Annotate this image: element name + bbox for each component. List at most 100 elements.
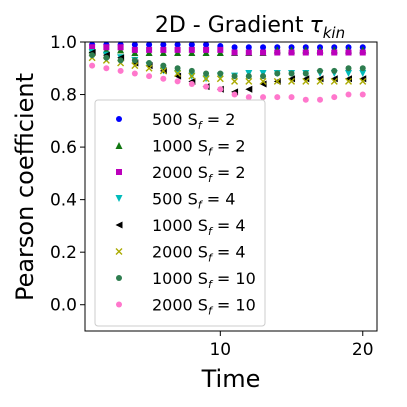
data-point bbox=[117, 67, 124, 74]
legend-label: 500 Sf = 2 bbox=[152, 110, 235, 132]
data-point bbox=[188, 72, 196, 80]
data-point bbox=[245, 77, 253, 85]
x-tick-label: 20 bbox=[352, 340, 374, 360]
data-point bbox=[288, 70, 295, 77]
y-tick-label: 0.4 bbox=[50, 191, 77, 211]
data-point bbox=[174, 41, 181, 48]
data-point bbox=[260, 94, 267, 101]
data-point bbox=[188, 41, 195, 48]
data-point bbox=[260, 44, 267, 51]
legend-label-sub: f bbox=[198, 199, 204, 212]
legend-label-tail: = 2 bbox=[212, 163, 246, 182]
data-point bbox=[288, 49, 295, 56]
data-point bbox=[188, 81, 195, 88]
data-point bbox=[316, 77, 324, 85]
data-point bbox=[231, 73, 238, 80]
data-point bbox=[245, 49, 252, 56]
data-point bbox=[159, 67, 167, 75]
data-point bbox=[245, 94, 252, 101]
data-point bbox=[89, 62, 96, 69]
data-point bbox=[274, 70, 281, 77]
series-3 bbox=[88, 49, 367, 83]
legend-label: 2000 Sf = 10 bbox=[152, 296, 256, 318]
legend-label-sub: f bbox=[208, 278, 214, 291]
y-tick-label: 0.6 bbox=[50, 138, 77, 158]
data-point bbox=[302, 77, 310, 85]
series-6 bbox=[89, 52, 366, 80]
legend-label-main: 1000 S bbox=[152, 216, 208, 235]
x-axis-label: Time bbox=[201, 365, 261, 393]
data-point bbox=[131, 46, 138, 53]
legend-marker bbox=[115, 248, 123, 255]
data-point bbox=[89, 52, 96, 59]
legend-marker bbox=[116, 301, 122, 308]
legend-label: 2000 Sf = 4 bbox=[152, 243, 246, 265]
legend-label-tail: = 10 bbox=[212, 269, 256, 288]
legend-label-main: 1000 S bbox=[152, 137, 208, 156]
series-7 bbox=[89, 62, 366, 103]
data-point bbox=[160, 75, 167, 82]
data-point bbox=[103, 65, 110, 72]
data-point bbox=[302, 49, 309, 56]
data-point bbox=[345, 91, 352, 98]
legend-box bbox=[94, 99, 266, 327]
data-point bbox=[260, 49, 267, 56]
legend-label-main: 500 S bbox=[152, 110, 198, 129]
data-point bbox=[273, 77, 281, 85]
data-point bbox=[131, 57, 138, 64]
data-point bbox=[245, 85, 253, 93]
plot-frame bbox=[84, 41, 378, 332]
data-point bbox=[331, 94, 338, 101]
legend-label-main: 1000 S bbox=[152, 269, 208, 288]
data-point bbox=[203, 70, 210, 77]
legend-label: 1000 Sf = 2 bbox=[152, 137, 246, 159]
data-point bbox=[203, 83, 210, 90]
legend-label-tail: = 4 bbox=[202, 190, 236, 209]
data-point bbox=[146, 41, 153, 48]
legend-label-sub: f bbox=[208, 225, 214, 238]
data-point bbox=[331, 67, 338, 74]
data-points bbox=[88, 41, 367, 103]
legend-label-sub: f bbox=[208, 252, 214, 265]
data-point bbox=[302, 96, 309, 103]
data-point bbox=[89, 44, 96, 51]
data-point bbox=[359, 91, 366, 98]
series-5 bbox=[88, 54, 367, 85]
legend-label-tail: = 4 bbox=[212, 243, 246, 262]
legend-entry: 2000 Sf = 2 bbox=[116, 163, 246, 185]
legend-label-sub: f bbox=[208, 146, 214, 159]
y-axis-label: Pearson coefficient bbox=[11, 73, 39, 301]
data-point bbox=[245, 73, 252, 80]
x-tick-label: 10 bbox=[209, 340, 231, 360]
data-point bbox=[160, 46, 167, 53]
legend-marker bbox=[116, 116, 122, 122]
data-point bbox=[274, 94, 281, 101]
data-point bbox=[174, 65, 181, 72]
data-point bbox=[160, 41, 167, 48]
series-1 bbox=[88, 46, 367, 57]
data-point bbox=[217, 46, 224, 53]
data-point bbox=[330, 77, 338, 85]
data-point bbox=[216, 75, 224, 83]
legend-label-tail: = 10 bbox=[212, 296, 256, 315]
data-point bbox=[345, 65, 352, 72]
data-point bbox=[359, 65, 366, 72]
legend-label-main: 2000 S bbox=[152, 163, 208, 182]
data-point bbox=[231, 91, 238, 98]
y-tick-label: 0.8 bbox=[50, 86, 77, 106]
legend-label-main: 2000 S bbox=[152, 243, 208, 262]
legend-entry: 500 Sf = 2 bbox=[116, 110, 235, 132]
data-point bbox=[117, 44, 124, 51]
legend-marker bbox=[115, 142, 123, 149]
data-point bbox=[117, 57, 124, 64]
legend-label: 500 Sf = 4 bbox=[152, 190, 235, 212]
legend-label-tail: = 2 bbox=[212, 137, 246, 156]
data-point bbox=[146, 46, 153, 53]
series-0 bbox=[89, 41, 366, 51]
data-point bbox=[145, 64, 153, 72]
data-point bbox=[217, 86, 224, 93]
legend-entry: 1000 Sf = 10 bbox=[116, 269, 256, 291]
data-point bbox=[245, 44, 252, 51]
series-2 bbox=[89, 44, 366, 56]
